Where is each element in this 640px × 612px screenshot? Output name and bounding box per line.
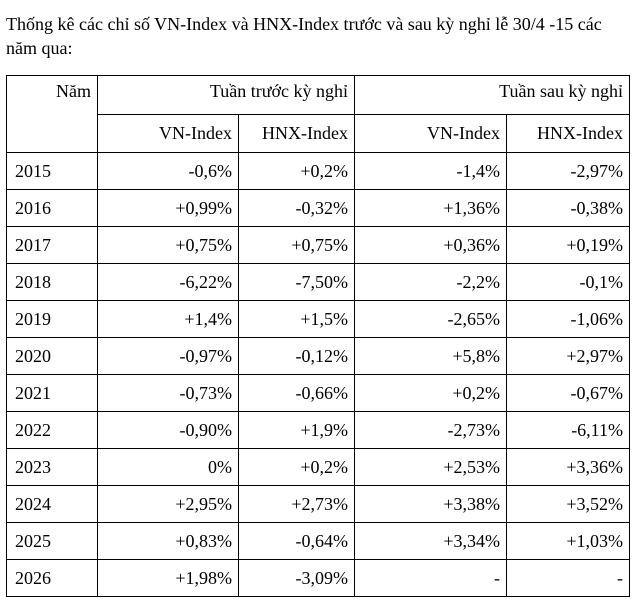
year-cell: 2023 [6,448,98,486]
before-vn-cell: -0,97% [97,337,239,375]
year-cell: 2017 [6,226,98,264]
group-header-after: Tuần sau kỳ nghỉ [353,75,631,115]
after-vn-cell: -2,73% [354,411,507,449]
before-vn-cell: +1,98% [97,559,239,597]
table-row: 2026 +1,98% -3,09% - - [6,559,631,597]
before-vn-cell: 0% [97,448,239,486]
table-caption: Thống kê các chỉ số VN-Index và HNX-Inde… [6,14,602,58]
before-vn-cell: -6,22% [97,263,239,301]
before-vn-cell: +0,99% [97,189,239,227]
after-hnx-cell: +0,19% [505,226,631,264]
year-cell: 2024 [6,485,98,523]
table-row: 2018 -6,22% -7,50% -2,2% -0,1% [6,263,631,301]
before-hnx-cell: +2,73% [238,485,355,523]
table-row: 2025 +0,83% -0,64% +3,34% +1,03% [6,522,631,560]
table-row: 2015 -0,6% +0,2% -1,4% -2,97% [6,152,631,190]
before-vn-cell: +0,83% [97,522,239,560]
after-hnx-cell: -6,11% [505,411,631,449]
year-cell: 2021 [6,374,98,412]
before-hnx-cell: -7,50% [238,263,355,301]
before-hnx-cell: -0,66% [238,374,355,412]
after-hnx-cell: +1,03% [505,522,631,560]
before-hnx-cell: +1,9% [238,411,355,449]
after-vn-cell: -1,4% [354,152,507,190]
after-hnx-cell: - [505,559,631,597]
table-body: 2015 -0,6% +0,2% -1,4% -2,97% 2016 +0,99% -0,32… [6,152,631,597]
sub-header-after-vn: VN-Index [354,114,507,153]
after-hnx-cell: -1,06% [505,300,631,338]
year-cell: 2025 [6,522,98,560]
after-vn-cell: +5,8% [354,337,507,375]
after-vn-cell: +2,53% [354,448,507,486]
after-vn-cell: -2,2% [354,263,507,301]
year-cell: 2018 [6,263,98,301]
year-cell: 2016 [6,189,98,227]
before-vn-cell: -0,6% [97,152,239,190]
after-hnx-cell: -2,97% [505,152,631,190]
table-row: 2023 0% +0,2% +2,53% +3,36% [6,448,631,486]
before-vn-cell: -0,73% [97,374,239,412]
header-row-indices: VN-Index HNX-Index VN-Index HNX-Index [7,114,631,153]
after-hnx-cell: +2,97% [505,337,631,375]
after-hnx-cell: +3,52% [505,485,631,523]
before-hnx-cell: -0,32% [238,189,355,227]
before-hnx-cell: +1,5% [238,300,355,338]
table-row: 2020 -0,97% -0,12% +5,8% +2,97% [6,337,631,375]
after-hnx-cell: -0,38% [505,189,631,227]
after-vn-cell: -2,65% [354,300,507,338]
year-cell: 2026 [6,559,98,597]
before-hnx-cell: -3,09% [238,559,355,597]
year-cell: 2019 [6,300,98,338]
after-vn-cell: - [354,559,507,597]
before-hnx-cell: +0,75% [238,226,355,264]
before-vn-cell: +0,75% [97,226,239,264]
table-row: 2021 -0,73% -0,66% +0,2% -0,67% [6,374,631,412]
after-vn-cell: +0,36% [354,226,507,264]
after-hnx-cell: -0,67% [505,374,631,412]
year-cell: 2015 [6,152,98,190]
before-vn-cell: +2,95% [97,485,239,523]
before-hnx-cell: -0,12% [238,337,355,375]
sub-header-before-hnx: HNX-Index [238,114,355,153]
index-comparison-table: Năm Tuần trước kỳ nghỉ Tuần sau kỳ nghỉ … [6,75,631,597]
year-header: Năm [6,75,98,153]
header-row-groups: Năm Tuần trước kỳ nghỉ Tuần sau kỳ nghỉ [6,75,631,153]
year-cell: 2022 [6,411,98,449]
before-vn-cell: -0,90% [97,411,239,449]
after-vn-cell: +3,34% [354,522,507,560]
year-cell: 2020 [6,337,98,375]
table-row: 2019 +1,4% +1,5% -2,65% -1,06% [6,300,631,338]
before-hnx-cell: +0,2% [238,152,355,190]
before-hnx-cell: -0,64% [238,522,355,560]
before-vn-cell: +1,4% [97,300,239,338]
after-vn-cell: +3,38% [354,485,507,523]
table-row: 2022 -0,90% +1,9% -2,73% -6,11% [6,411,631,449]
after-hnx-cell: +3,36% [505,448,631,486]
after-vn-cell: +1,36% [354,189,507,227]
table-row: 2016 +0,99% -0,32% +1,36% -0,38% [6,189,631,227]
sub-header-before-vn: VN-Index [97,114,239,153]
after-hnx-cell: -0,1% [505,263,631,301]
after-vn-cell: +0,2% [354,374,507,412]
before-hnx-cell: +0,2% [238,448,355,486]
group-header-before: Tuần trước kỳ nghỉ [97,75,355,115]
table-row: 2017 +0,75% +0,75% +0,36% +0,19% [6,226,631,264]
table-row: 2024 +2,95% +2,73% +3,38% +3,52% [6,485,631,523]
sub-header-after-hnx: HNX-Index [505,114,631,153]
